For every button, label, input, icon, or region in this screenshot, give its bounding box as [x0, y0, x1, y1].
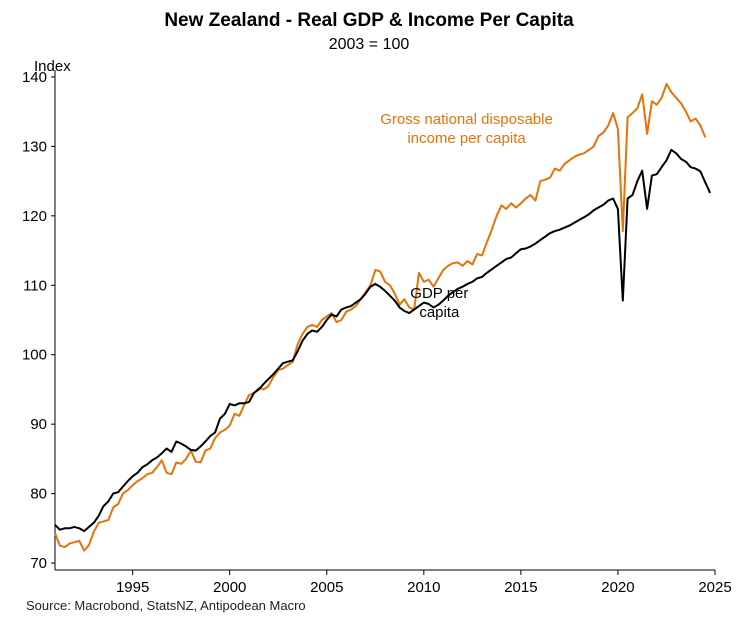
source-note: Source: Macrobond, StatsNZ, Antipodean M…: [26, 598, 306, 613]
x-tick-label: 2025: [698, 579, 731, 596]
gdp-series-label-line: GDP per: [410, 285, 468, 302]
axes: 70 80 90 100 110 120 130 140 1995 2000 2005 2010 201…: [22, 69, 732, 596]
gndi-series-label-line: Gross national disposable: [380, 111, 553, 128]
y-tick-label: 80: [30, 486, 47, 503]
x-tick-label: 2020: [601, 579, 634, 596]
gdp-series-label-line: capita: [419, 304, 460, 321]
x-tick-label: 2010: [407, 579, 440, 596]
series-labels: GDP per capita Gross national disposable in…: [380, 111, 553, 321]
x-tick-label: 2005: [310, 579, 343, 596]
x-tick-label: 2000: [213, 579, 246, 596]
x-tick-label: 1995: [116, 579, 149, 596]
y-tick-label: 100: [22, 347, 47, 364]
series-lines: [54, 82, 712, 552]
gndi-series-label-line: income per capita: [407, 130, 526, 147]
y-tick-label: 110: [23, 277, 47, 294]
gdp-per-capita-line: [54, 148, 712, 533]
y-tick-label: 120: [22, 208, 47, 225]
chart-title: New Zealand - Real GDP & Income Per Capi…: [164, 10, 574, 31]
y-tick-label: 90: [30, 416, 47, 433]
chart-subtitle: 2003 = 100: [328, 36, 410, 53]
gndi-per-capita-line: [54, 82, 707, 552]
y-tick-label: 130: [22, 138, 47, 155]
x-tick-label: 2015: [504, 579, 537, 596]
gdp-series-label: GDP per capita: [410, 285, 468, 321]
y-axis-label: Index: [34, 58, 71, 75]
y-tick-label: 70: [30, 555, 47, 572]
gndi-series-label: Gross national disposable income per capi…: [380, 111, 553, 147]
y-tick-label: 140: [22, 69, 47, 86]
